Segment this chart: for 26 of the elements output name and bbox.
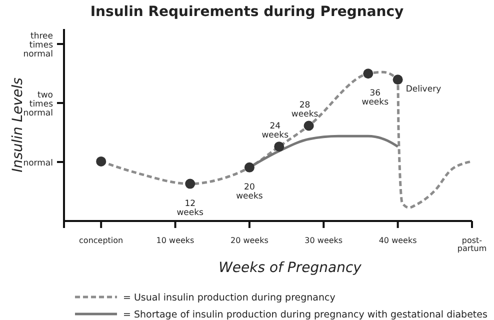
text: normal [23, 158, 53, 168]
point [363, 68, 374, 79]
text: three times normal [23, 32, 54, 60]
annotation: 36 weeks [362, 88, 390, 108]
chart-title: Insulin Requirements during Pregnancy [90, 4, 404, 20]
annotation: 24 weeks [262, 122, 290, 141]
annotation: 12 weeks [176, 198, 204, 218]
point [304, 120, 314, 131]
x-tick-label: 10 weeks [156, 236, 194, 245]
point [244, 162, 254, 172]
x-tick-label: conception [79, 236, 124, 245]
x-tick-label: 40 weeks [378, 236, 417, 245]
x-tick-label: 30 weeks [304, 236, 343, 245]
x-axis-title: Weeks of Pregnancy [218, 260, 362, 276]
annotation: 20 weeks [236, 182, 264, 202]
legend-label: = Usual insulin production during pregnancy [123, 292, 336, 304]
legend-label: = Shortage of insulin production during pregnancy with gestational diabetes [123, 310, 488, 320]
annotation: Delivery [406, 84, 442, 95]
annotation: 28 weeks [291, 100, 319, 120]
point [392, 74, 403, 85]
x-tick-label: post-partum [457, 236, 487, 253]
point [96, 156, 106, 166]
text: two times normal [23, 90, 54, 118]
x-tick-label: 20 weeks [230, 236, 268, 245]
point [274, 142, 284, 152]
point [185, 178, 196, 189]
